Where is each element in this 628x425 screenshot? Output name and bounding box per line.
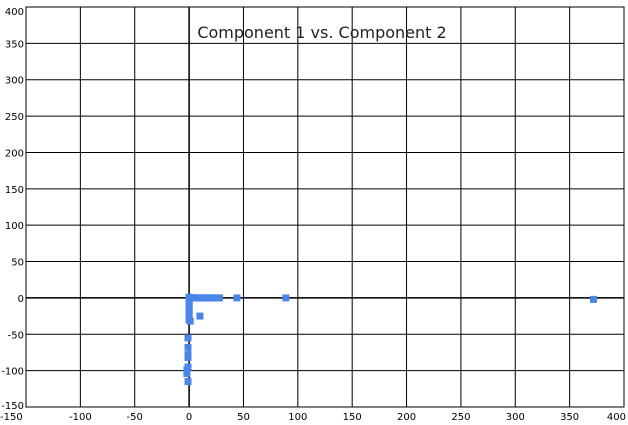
data-point: [184, 343, 192, 351]
x-tick-label: 350: [560, 412, 579, 423]
x-tick-label: 250: [451, 412, 470, 423]
y-tick-label: 300: [5, 76, 24, 87]
x-tick-label: 300: [506, 412, 525, 423]
x-tick-label: 150: [343, 412, 362, 423]
y-tick-label: 250: [5, 112, 24, 123]
data-point: [196, 312, 204, 320]
y-tick-label: 0: [18, 294, 24, 305]
data-point: [184, 334, 192, 342]
y-tick-label: 50: [11, 258, 24, 269]
y-tick-label: 200: [5, 148, 24, 159]
x-tick-label: 400: [607, 412, 626, 423]
y-tick-label: 400: [5, 7, 24, 18]
x-tick-label: -50: [127, 412, 143, 423]
data-points: [183, 293, 598, 386]
y-tick-label: -100: [1, 367, 24, 378]
plot-border: [25, 6, 625, 408]
x-tick-label: 200: [397, 412, 416, 423]
plot-background: [26, 7, 624, 407]
data-point: [183, 370, 191, 378]
x-tick-label: -100: [69, 412, 92, 423]
chart-title: Component 1 vs. Component 2: [197, 23, 446, 42]
y-tick-label: -50: [8, 330, 24, 341]
data-point: [184, 354, 192, 362]
y-tick-label: 150: [5, 185, 24, 196]
data-point: [184, 378, 192, 386]
y-tick-label: 100: [5, 221, 24, 232]
x-tick-labels: -150 -100 -50 0 50 100 150 200 250 300 350 400: [0, 412, 626, 423]
data-point: [282, 294, 290, 302]
data-point: [216, 294, 224, 302]
y-tick-label: 350: [5, 39, 24, 50]
data-point: [590, 295, 598, 303]
x-tick-label: 0: [186, 412, 192, 423]
data-point: [183, 366, 191, 374]
x-tick-label: 50: [237, 412, 250, 423]
x-tick-label: -150: [0, 412, 23, 423]
data-point: [233, 294, 241, 302]
data-point: [186, 317, 194, 325]
y-tick-label: -150: [1, 401, 24, 412]
y-tick-labels: -150 -100 -50 0 50 100 150 200 250 300 350 400: [1, 7, 24, 412]
x-tick-label: 100: [288, 412, 307, 423]
